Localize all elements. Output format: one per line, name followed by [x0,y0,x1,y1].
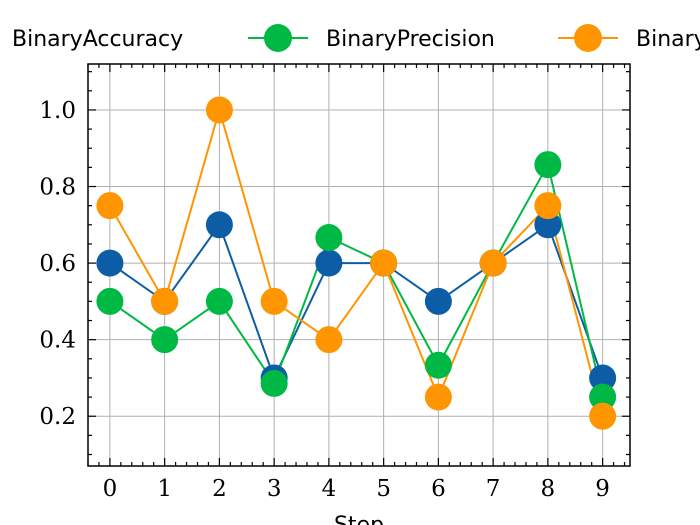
y-tick-label-0: 0.2 [39,404,76,430]
x-tick-label-6: 6 [431,476,446,502]
point-s2-x7 [479,249,507,277]
series-line-2 [109,106,604,417]
point-s0-x9 [589,364,617,392]
point-s1-x0 [96,287,124,315]
point-s2-x5 [370,249,398,277]
point-s1-x6 [424,351,452,379]
point-s1-x1 [151,326,179,354]
x-axis-label: Step [334,513,384,525]
x-tick-label-4: 4 [322,476,337,502]
x-tick-label-7: 7 [486,476,501,502]
legend-label-1: BinaryPrecision [326,27,495,52]
legend-marker-1 [264,24,292,52]
point-s0-x0 [96,249,124,277]
series-line-0 [109,222,604,381]
legend-label-2: BinaryRecall [636,27,700,52]
y-tick-label-1: 0.4 [39,328,76,354]
tick-labels: 0 1 2 3 4 5 6 7 8 9 0.2 0.4 0.6 0.8 1.0 [39,98,610,502]
legend-marker-2 [574,24,602,52]
point-s2-x6 [424,383,452,411]
series-line-1 [109,161,604,398]
point-s2-x0 [96,192,124,220]
y-tick-label-4: 1.0 [39,98,76,124]
series-lines [109,106,604,417]
point-s2-x1 [151,287,179,315]
legend-label-0: BinaryAccuracy [12,27,183,52]
x-tick-label-2: 2 [212,476,227,502]
point-s1-x9 [589,383,617,411]
point-s1-x3 [260,369,288,397]
point-s2-x9 [589,402,617,430]
legend: BinaryAccuracy BinaryPrecision BinaryRecal… [12,24,700,52]
x-tick-label-3: 3 [267,476,282,502]
series-points [96,96,617,430]
point-s2-x3 [260,287,288,315]
point-s0-x8 [534,211,562,239]
point-s2-x4 [315,326,343,354]
x-tick-label-5: 5 [376,476,391,502]
plot-frame [87,63,631,467]
point-s0-x4 [315,249,343,277]
point-s2-x8 [534,192,562,220]
x-tick-label-8: 8 [541,476,556,502]
y-tick-label-3: 0.8 [39,175,76,201]
point-s1-x2 [205,287,233,315]
x-tick-label-9: 9 [595,476,610,502]
grid [88,64,630,466]
point-s0-x6 [424,287,452,315]
point-s2-x2 [205,96,233,124]
axis-ticks [87,64,630,466]
point-s0-x2 [205,211,233,239]
point-s1-x4 [315,224,343,252]
x-tick-label-1: 1 [157,476,172,502]
point-s1-x8 [534,151,562,179]
x-tick-label-0: 0 [103,476,118,502]
y-tick-label-2: 0.6 [39,251,76,277]
